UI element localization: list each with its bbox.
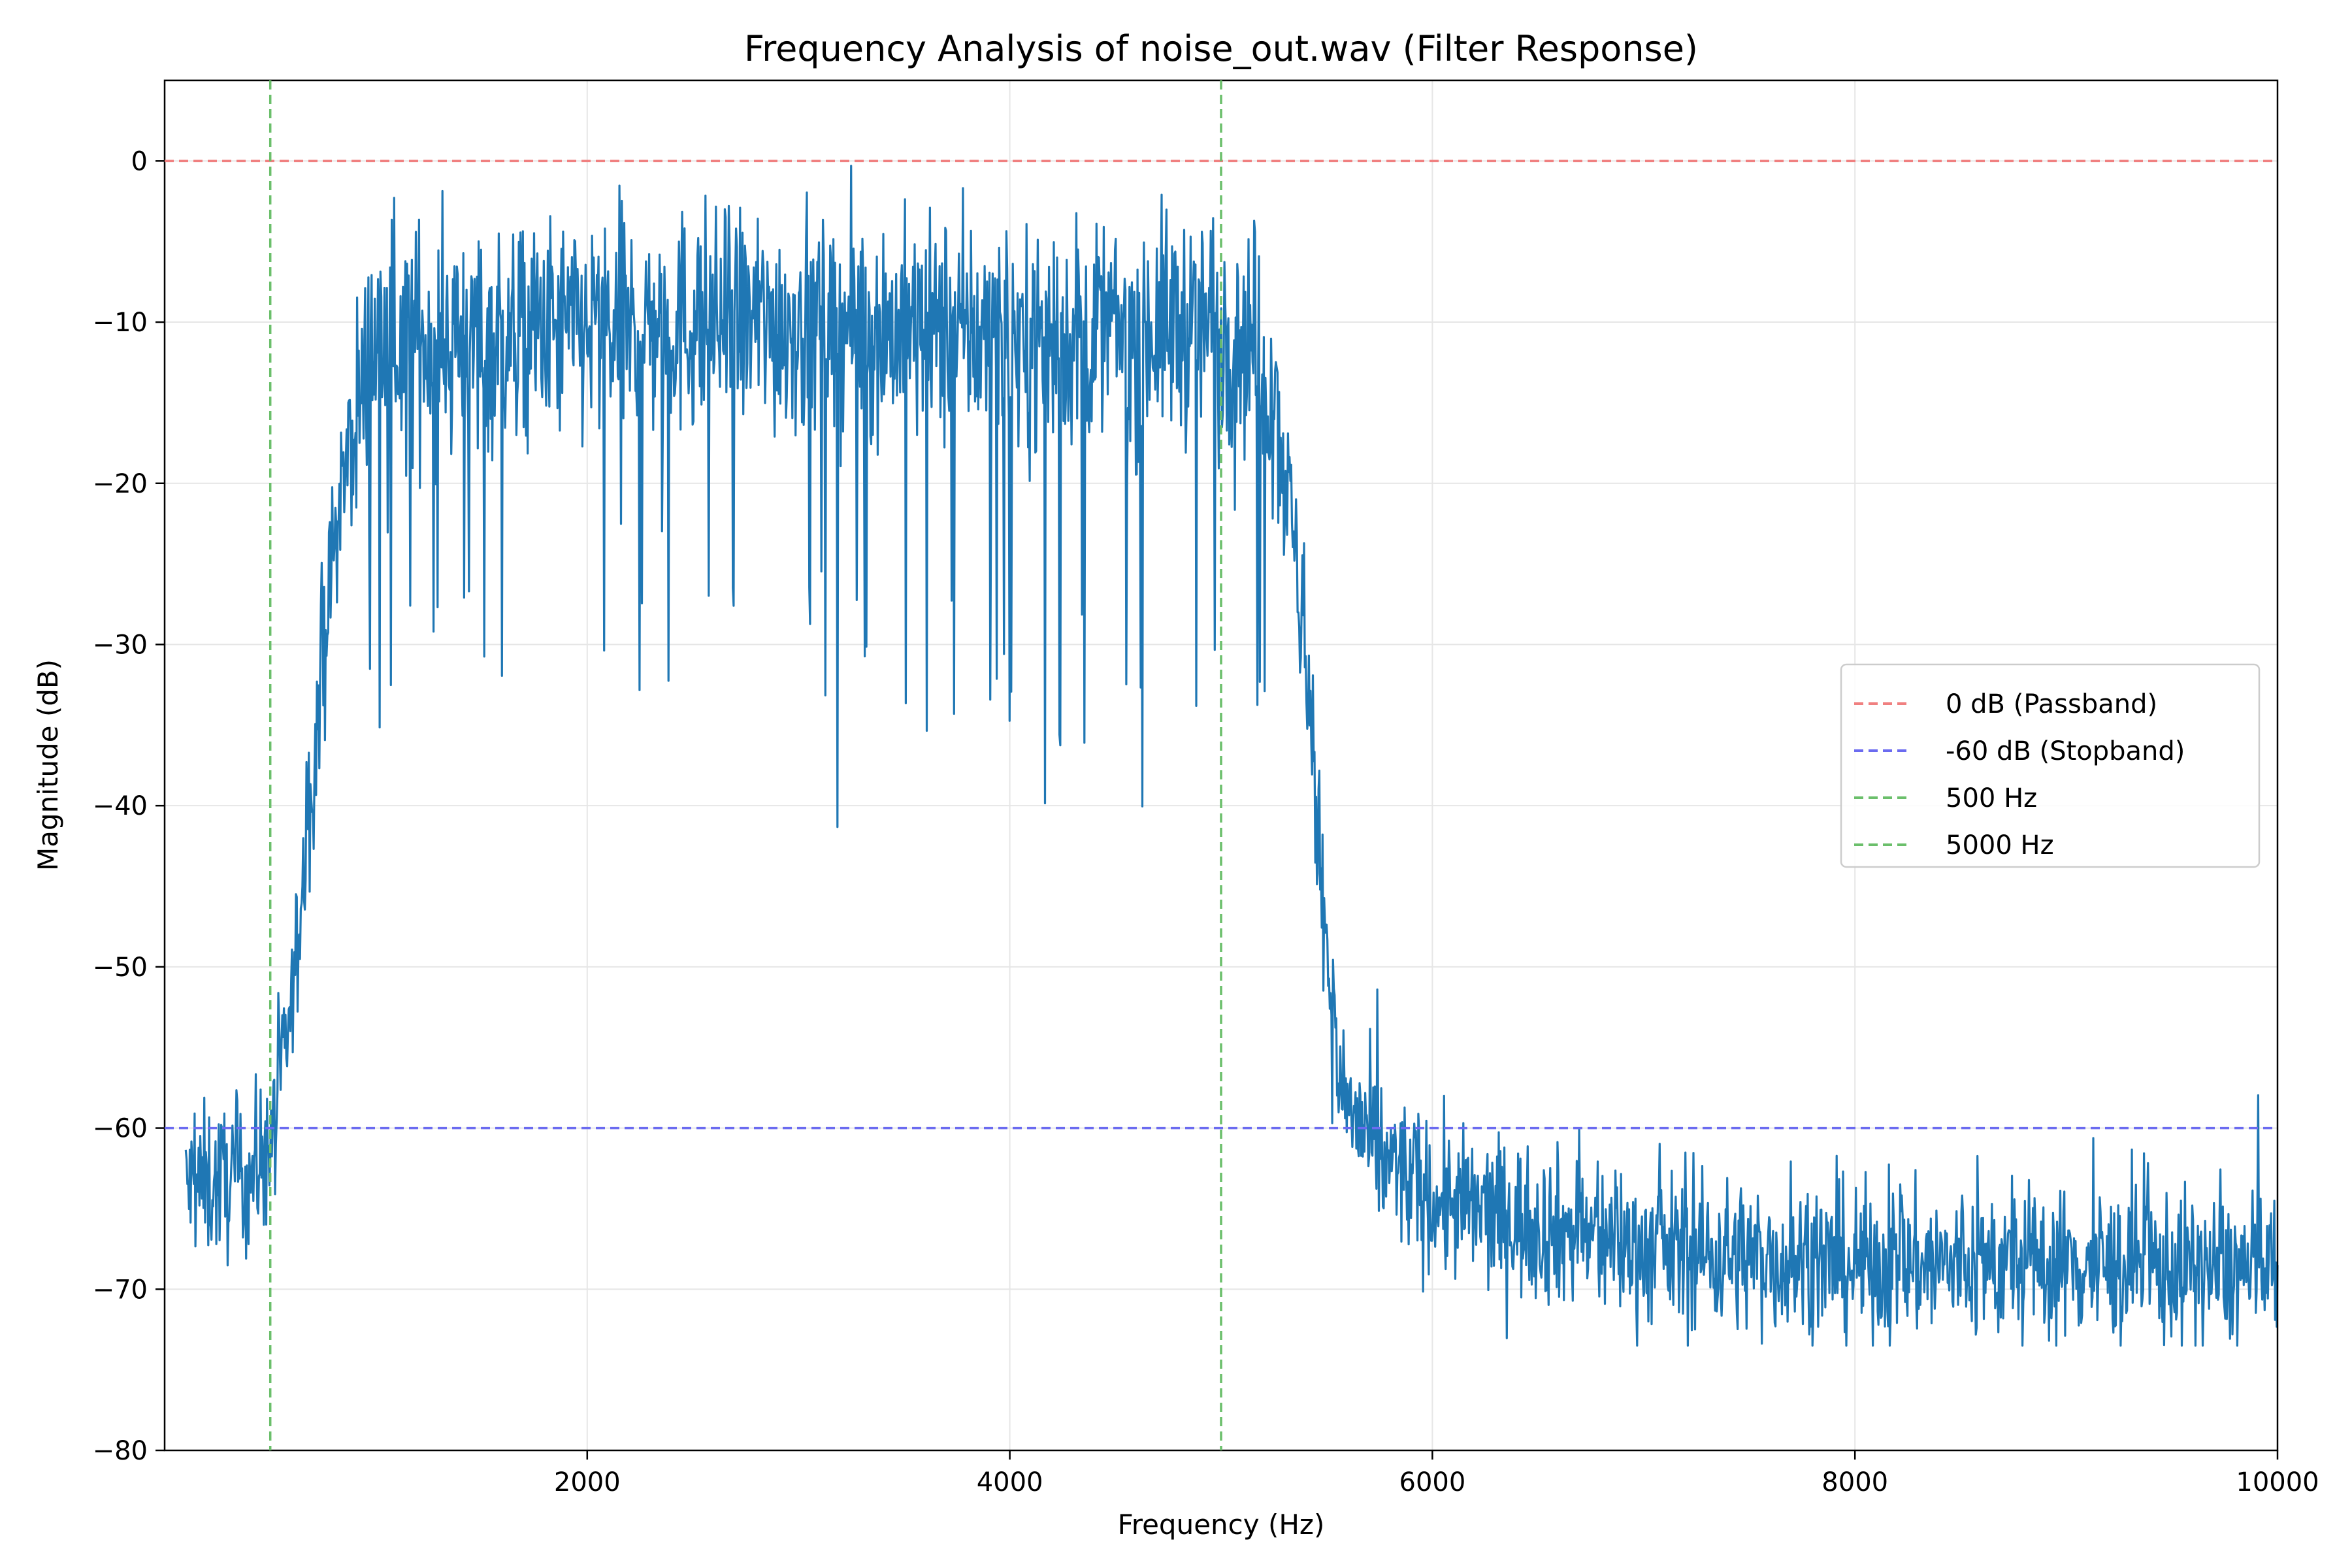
y-tick-label: −50 xyxy=(93,953,148,983)
legend-label: -60 dB (Stopband) xyxy=(1946,736,2185,766)
chart-title: Frequency Analysis of noise_out.wav (Fil… xyxy=(744,28,1698,69)
x-tick-label: 6000 xyxy=(1399,1467,1466,1497)
legend-box xyxy=(1840,663,2261,868)
y-tick-label: 0 xyxy=(131,146,148,176)
y-tick-label: −70 xyxy=(93,1275,148,1305)
y-tick-label: −40 xyxy=(93,791,148,821)
y-tick-label: −10 xyxy=(93,308,148,338)
y-tick-label: −20 xyxy=(93,469,148,499)
y-tick-label: −80 xyxy=(93,1436,148,1466)
x-axis-label: Frequency (Hz) xyxy=(1118,1509,1325,1541)
x-tick-label: 2000 xyxy=(554,1467,621,1497)
series-layer xyxy=(184,165,2279,1347)
legend-label: 500 Hz xyxy=(1946,783,2037,813)
legend-label: 0 dB (Passband) xyxy=(1946,689,2157,719)
reference-lines xyxy=(165,80,2278,1450)
x-axis-ticks: 2000 4000 6000 8000 10000 xyxy=(554,1450,2319,1497)
y-tick-label: −60 xyxy=(93,1114,148,1144)
y-axis-label: Magnitude (dB) xyxy=(32,659,64,871)
spectrum-line xyxy=(184,165,2279,1347)
legend-label: 5000 Hz xyxy=(1946,830,2054,860)
x-tick-label: 4000 xyxy=(977,1467,1043,1497)
legend: 0 dB (Passband) -60 dB (Stopband) 500 Hz 50… xyxy=(1840,663,2261,868)
y-axis-ticks: 0 −10 −20 −30 −40 −50 −60 −70 −80 xyxy=(93,146,165,1466)
x-tick-label: 10000 xyxy=(2236,1467,2319,1497)
y-tick-label: −30 xyxy=(93,630,148,660)
x-tick-label: 8000 xyxy=(1821,1467,1888,1497)
